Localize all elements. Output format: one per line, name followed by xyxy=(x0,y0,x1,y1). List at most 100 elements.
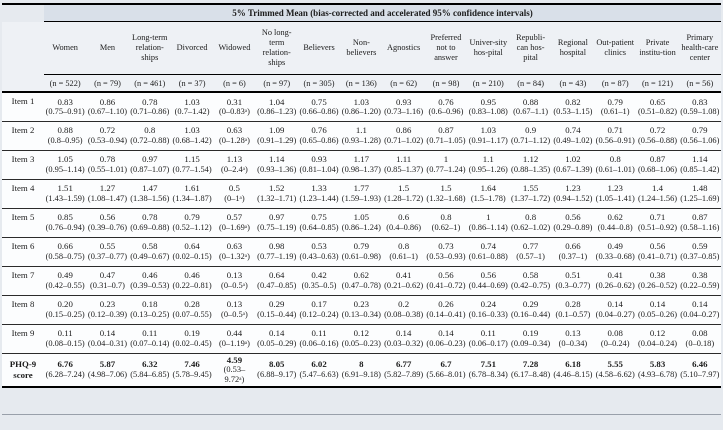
stat-cell: 0.77 (0.57–1) xyxy=(509,237,552,267)
stat-cell: 0.88 (0.67–1.1) xyxy=(509,92,552,122)
confidence-interval: (0–0.83ᵃ) xyxy=(218,106,250,116)
stat-cell: 0.11 (0.06–0.16) xyxy=(297,324,341,354)
stat-cell: 0.63 (0–1.32ᵃ) xyxy=(213,237,256,267)
confidence-interval: (0.61–1) xyxy=(600,106,630,116)
column-header: Univer-sity hos-pital xyxy=(467,21,510,75)
mean-value: 0.56 xyxy=(99,212,116,223)
stat-cell: 1.17 (0.98–1.37) xyxy=(340,150,383,180)
mean-value: 0.56 xyxy=(649,241,666,252)
mean-value: 0.88 xyxy=(57,125,73,136)
column-sample-size: (n = 87) xyxy=(594,74,637,93)
stat-cell: 1.03 (0.68–1.42) xyxy=(170,121,214,151)
mean-value: 1.11 xyxy=(396,154,412,165)
confidence-interval: (0.77–1.24) xyxy=(426,164,466,174)
stat-cell: 0.74 (0.61–0.88) xyxy=(467,237,510,267)
column-sample-size: (n = 522) xyxy=(44,74,87,93)
mean-value: 0.98 xyxy=(269,241,285,252)
mean-value: 0.75 xyxy=(311,96,327,107)
footnote-divider xyxy=(2,413,721,415)
mean-value: 0.46 xyxy=(184,270,200,281)
mean-value: 0.6 xyxy=(398,212,410,223)
mean-value: 0.13 xyxy=(565,328,581,339)
stat-cell: 1.77 (1.59–1.93) xyxy=(340,179,383,209)
confidence-interval: (0.12–0.39) xyxy=(87,309,127,319)
stat-cell: 1.02 (0.67–1.39) xyxy=(551,150,595,180)
stat-cell: 0.41 (0.26–0.62) xyxy=(594,266,637,296)
stat-cell: 0.8 (0.61–1) xyxy=(382,237,425,267)
stat-cell: 0.19 (0.02–0.45) xyxy=(170,324,214,354)
stat-cell: 1.05 (0.86–1.24) xyxy=(340,208,383,238)
confidence-interval: (0.26–0.62) xyxy=(595,280,635,290)
mean-value: 0.63 xyxy=(226,125,243,136)
stat-cell: 1.61 (1.34–1.87) xyxy=(170,179,214,209)
mean-value: 0.29 xyxy=(522,299,539,310)
confidence-interval: (4.58–6.62) xyxy=(595,369,635,379)
mean-value: 0.88 xyxy=(522,96,539,107)
mean-value: 6.76 xyxy=(57,359,73,370)
mean-value: 0.83 xyxy=(57,96,73,107)
mean-value: 6.32 xyxy=(142,359,158,370)
confidence-interval: (0.91–1.17) xyxy=(468,135,508,145)
stat-cell: 0.65 (0.51–0.82) xyxy=(636,92,679,122)
mean-value: 0.58 xyxy=(142,241,158,252)
mean-value: 0.38 xyxy=(649,270,666,281)
mean-value: 0.77 xyxy=(522,241,539,252)
table-row: Item 2 0.88 (0.8–0.95) 0.72 (0.53–0.94) 0.8 (0… xyxy=(2,121,721,151)
confidence-interval: (0.15–0.25) xyxy=(45,309,85,319)
confidence-interval: (0.56–1.06) xyxy=(680,135,720,145)
confidence-interval: (6.28–7.24) xyxy=(45,369,85,379)
stat-cell: 0.08 (0–0.18) xyxy=(678,324,721,354)
stat-cell: 0.31 (0–0.83ᵃ) xyxy=(213,92,256,122)
confidence-interval: (0.85–1.42) xyxy=(680,164,720,174)
mean-value: 1.14 xyxy=(692,154,708,165)
mean-value: 0.55 xyxy=(99,241,116,252)
stat-cell: 0.29 (0.15–0.44) xyxy=(255,295,298,325)
mean-value: 0.31 xyxy=(226,96,243,107)
row-label: Item 6 xyxy=(2,237,44,267)
confidence-interval: (0.53–0.94) xyxy=(87,135,127,145)
stat-cell: 0.53 (0.43–0.63) xyxy=(297,237,341,267)
stat-cell: 0.87 (0.58–1.16) xyxy=(678,208,721,238)
confidence-interval: (0.95–1.26) xyxy=(468,164,508,174)
table-row: Item 4 1.51 (1.43–1.59) 1.27 (1.08–1.47) 1.47… xyxy=(2,179,721,209)
stat-cell: 0.26 (0.14–0.41) xyxy=(424,295,468,325)
confidence-interval: (5.82–7.89) xyxy=(384,369,424,379)
stat-cell: 1.33 (1.23–1.44) xyxy=(297,179,341,209)
table-title: 5% Trimmed Mean (bias-corrected and acce… xyxy=(44,3,721,22)
mean-value: 6.77 xyxy=(395,359,412,370)
confidence-interval: (4.46–8.15) xyxy=(553,369,593,379)
stat-cell: 7.51 (6.78–8.34) xyxy=(467,352,510,388)
column-sample-size: (n = 84) xyxy=(509,74,552,93)
column-sample-size: (n = 37) xyxy=(170,74,214,93)
stat-cell: 6.46 (5.10–7.97) xyxy=(678,352,721,388)
mean-value: 0.78 xyxy=(99,154,116,165)
stat-cell: 0.14 (0.05–0.29) xyxy=(255,324,298,354)
mean-value: 0.75 xyxy=(311,212,327,223)
stat-cell: 0.76 (0.65–0.86) xyxy=(297,121,341,151)
stat-cell: 0.66 (0.37–1) xyxy=(551,237,595,267)
mean-value: 6.18 xyxy=(565,359,581,370)
stat-cell: 0.23 (0.12–0.39) xyxy=(86,295,129,325)
confidence-interval: (0.83–1.08) xyxy=(468,106,508,116)
stat-cell: 1.52 (1.32–1.71) xyxy=(255,179,298,209)
table-row: Item 6 0.66 (0.58–0.75) 0.55 (0.37–0.77) 0.58… xyxy=(2,237,721,267)
mean-value: 0.93 xyxy=(311,154,327,165)
table-row: Item 8 0.20 (0.15–0.25) 0.23 (0.12–0.39) 0.18… xyxy=(2,295,721,325)
mean-value: 0.66 xyxy=(57,241,73,252)
mean-value: 0.97 xyxy=(269,212,285,223)
stat-cell: 0.55 (0.37–0.77) xyxy=(86,237,129,267)
paper-page: 5% Trimmed Mean (bias-corrected and acce… xyxy=(2,3,721,415)
column-header: Believers xyxy=(297,21,341,75)
mean-value: 0.49 xyxy=(57,270,73,281)
stat-cell: 1.4 (1.24–1.56) xyxy=(636,179,679,209)
stat-cell: 1.15 (0.77–1.54) xyxy=(170,150,214,180)
confidence-interval: (1.5–1.78) xyxy=(470,193,506,203)
mean-value: 0.14 xyxy=(649,299,666,310)
confidence-interval: (0.47–0.85) xyxy=(257,280,297,290)
confidence-interval: (0.56–0.88) xyxy=(637,135,678,145)
stat-cell: 0.86 (0.71–1.02) xyxy=(382,121,425,151)
mean-value: 0.19 xyxy=(522,328,539,339)
stat-cell: 0.28 (0.1–0.57) xyxy=(551,295,595,325)
confidence-interval: (0.76–0.94) xyxy=(45,222,85,232)
confidence-interval: (0.93–1.36) xyxy=(257,164,297,174)
